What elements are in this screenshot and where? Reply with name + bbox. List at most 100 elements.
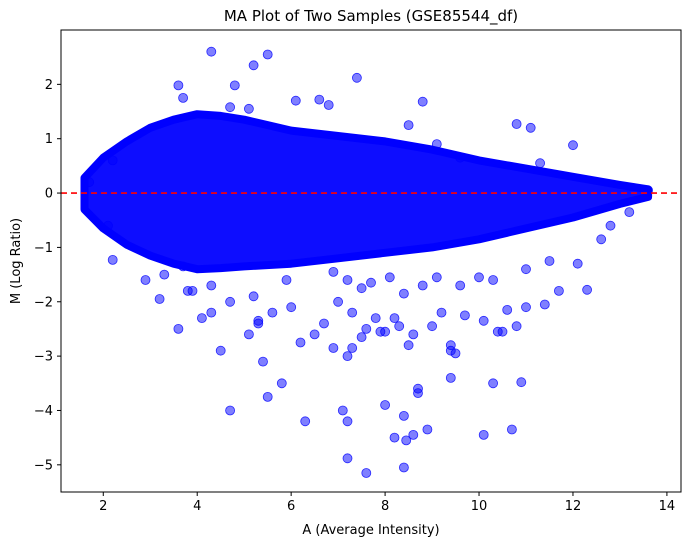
data-point	[206, 307, 217, 318]
data-point	[488, 275, 499, 285]
x-tick-label: 4	[193, 499, 201, 514]
data-point	[492, 326, 503, 337]
data-point	[319, 318, 329, 329]
data-point	[342, 351, 353, 362]
data-point	[431, 139, 442, 150]
data-point	[521, 264, 531, 275]
data-point	[525, 122, 536, 133]
data-point	[375, 326, 386, 337]
data-point	[178, 261, 189, 272]
x-tick-label: 2	[99, 499, 107, 514]
data-point	[309, 329, 320, 340]
data-point	[258, 356, 268, 367]
data-point	[450, 348, 461, 359]
x-tick-label: 12	[565, 499, 582, 514]
data-point	[173, 80, 184, 91]
data-point	[572, 258, 583, 269]
data-point	[173, 323, 184, 334]
data-point	[178, 93, 189, 103]
data-point	[281, 275, 292, 285]
data-point	[276, 378, 287, 389]
data-point	[502, 304, 513, 315]
data-point	[290, 95, 301, 106]
data-point	[253, 315, 264, 326]
data-point	[337, 405, 348, 416]
data-point	[478, 315, 489, 326]
data-point	[455, 280, 466, 291]
data-point	[459, 310, 470, 321]
data-point	[295, 337, 306, 348]
y-tick-label: −4	[34, 404, 53, 419]
data-point	[107, 155, 118, 166]
data-point	[225, 405, 236, 416]
data-point	[300, 416, 311, 427]
data-point	[225, 102, 236, 113]
data-point	[351, 72, 362, 83]
data-point	[196, 313, 207, 324]
y-axis: 2 1 0 −1 −2 −3 −4 −5	[34, 78, 61, 473]
data-point	[243, 329, 254, 340]
x-tick-label: 10	[471, 499, 488, 514]
data-point	[413, 388, 423, 399]
data-point	[445, 372, 456, 383]
data-point	[103, 220, 113, 231]
data-point	[333, 296, 344, 307]
data-point	[347, 343, 358, 353]
data-point	[389, 313, 400, 324]
data-point	[394, 321, 405, 332]
data-point	[398, 288, 409, 299]
data-point	[370, 313, 381, 324]
chart-title: MA Plot of Two Samples (GSE85544_df)	[224, 7, 518, 26]
data-point	[248, 60, 259, 71]
data-point	[455, 152, 466, 163]
data-point	[206, 46, 217, 57]
plot-frame	[60, 29, 682, 493]
data-point	[488, 378, 499, 389]
y-tick-label: −1	[34, 241, 53, 256]
x-axis-label: A (Average Intensity)	[302, 523, 439, 538]
data-point	[262, 391, 273, 402]
data-point	[431, 272, 442, 283]
data-point	[356, 332, 367, 343]
data-point	[107, 254, 118, 265]
data-point	[427, 321, 438, 332]
data-point	[417, 280, 428, 291]
data-point	[516, 377, 527, 388]
data-point	[366, 277, 376, 288]
data-point	[403, 120, 414, 130]
data-point	[342, 416, 353, 427]
x-tick-label: 8	[381, 499, 389, 514]
data-point	[140, 275, 151, 285]
data-point	[328, 266, 339, 277]
data-point	[215, 345, 226, 356]
data-point	[347, 307, 358, 318]
data-points	[84, 46, 653, 478]
data-point	[521, 302, 531, 313]
y-tick-label: −2	[34, 295, 53, 310]
data-point	[417, 96, 428, 107]
y-axis-label: M (Log Ratio)	[9, 218, 24, 304]
data-point	[206, 280, 217, 291]
data-point	[539, 299, 550, 310]
data-point	[361, 323, 372, 334]
x-axis: 2 4 6 8 10 12 14	[99, 492, 675, 514]
data-point	[229, 80, 240, 91]
data-point	[554, 285, 564, 296]
data-point	[248, 291, 259, 302]
data-point	[478, 429, 489, 440]
data-point	[596, 234, 607, 245]
data-point	[544, 256, 555, 266]
data-point	[403, 340, 414, 351]
data-point	[506, 424, 517, 435]
data-point	[398, 462, 409, 473]
data-point	[328, 343, 339, 353]
data-point	[401, 435, 412, 446]
data-point	[511, 119, 522, 129]
data-point	[389, 432, 400, 443]
x-tick-label: 6	[287, 499, 295, 514]
x-tick-label: 14	[659, 499, 676, 514]
data-point	[511, 321, 522, 332]
data-point	[408, 329, 419, 340]
data-point	[624, 207, 635, 218]
